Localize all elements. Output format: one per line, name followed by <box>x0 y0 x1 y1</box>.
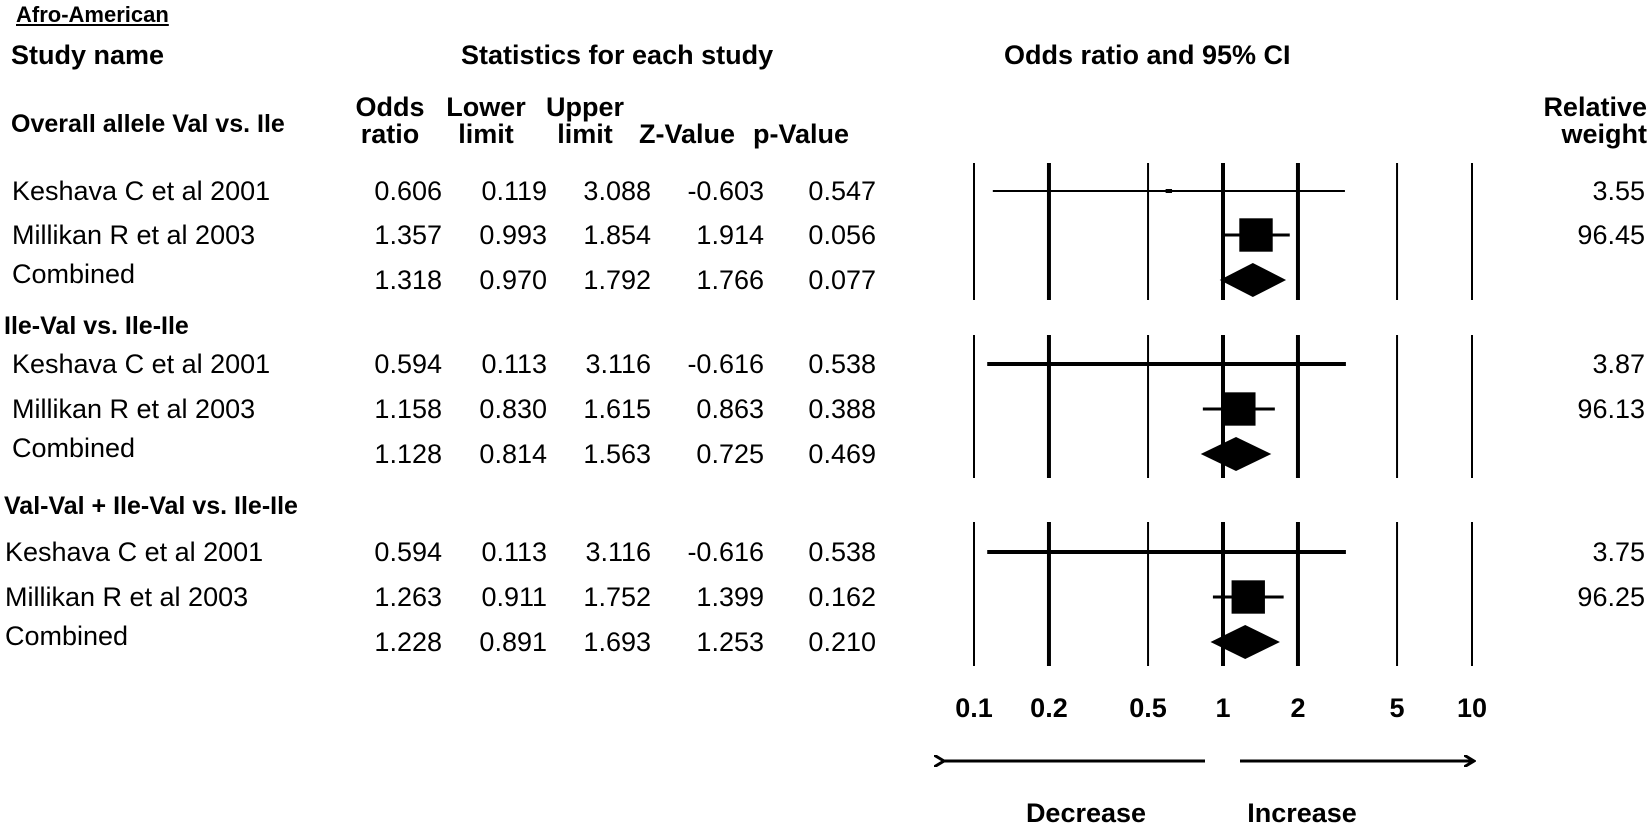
odds-ratio-cell: 1.128 <box>374 439 442 469</box>
odds-ratio-cell: 1.318 <box>374 265 442 295</box>
group-title: Overall allele Val vs. Ile <box>11 110 285 138</box>
odds-ratio-cell: 1.158 <box>374 394 442 424</box>
relative-weight-cell: 3.75 <box>1592 537 1645 567</box>
z-value-cell: -0.616 <box>687 537 764 567</box>
odds-ratio-cell: 1.263 <box>374 582 442 612</box>
z-value-cell: 1.914 <box>696 220 764 250</box>
lower-limit-cell: 0.891 <box>479 627 547 657</box>
p-value-cell: 0.538 <box>808 349 876 379</box>
increase-label: Increase <box>1247 798 1357 824</box>
p-value-cell: 0.547 <box>808 176 876 206</box>
odds-ratio-header: Odds ratio <box>355 92 425 149</box>
odds-ratio-cell: 1.357 <box>374 220 442 250</box>
upper-limit-cell: 1.854 <box>583 220 651 250</box>
z-value-cell: 1.399 <box>696 582 764 612</box>
combined-diamond <box>1219 263 1287 297</box>
lower-limit-cell: 0.814 <box>479 439 547 469</box>
upper-limit-cell: 3.116 <box>585 349 651 379</box>
lower-limit-cell: 0.119 <box>481 176 547 206</box>
tick-label: 0.2 <box>1030 693 1068 723</box>
tick-label: 10 <box>1457 693 1487 723</box>
p-value-header: p-Value <box>752 119 850 149</box>
combined-diamond <box>1210 625 1280 659</box>
p-value-cell: 0.469 <box>808 439 876 469</box>
upper-limit-cell: 1.563 <box>583 439 651 469</box>
upper-limit-cell: 1.792 <box>583 265 651 295</box>
decrease-label: Decrease <box>1026 798 1146 824</box>
lower-limit-header: Lower limit <box>446 92 526 149</box>
relative-weight-cell: 96.25 <box>1577 582 1645 612</box>
study-point <box>1165 189 1173 193</box>
z-value-cell: 0.725 <box>696 439 764 469</box>
plot-title: Odds ratio and 95% CI <box>1004 40 1291 70</box>
lower-limit-cell: 0.113 <box>481 537 547 567</box>
combined-diamond <box>1200 437 1272 471</box>
upper-limit-cell: 1.752 <box>583 582 651 612</box>
lower-limit-cell: 0.970 <box>479 265 547 295</box>
p-value-cell: 0.162 <box>808 582 876 612</box>
upper-limit-header: Upper limit <box>545 92 624 149</box>
p-value-cell: 0.538 <box>808 537 876 567</box>
odds-ratio-cell: 0.594 <box>374 537 442 567</box>
statistics-header: Statistics for each study <box>461 40 774 70</box>
p-value-cell: 0.077 <box>808 265 876 295</box>
tick-label: 5 <box>1390 693 1405 723</box>
group-title: Ile-Val vs. Ile-Ile <box>4 312 189 340</box>
relative-weight-cell: 96.13 <box>1577 394 1645 424</box>
tick-label: 0.5 <box>1129 693 1167 723</box>
odds-ratio-cell: 1.228 <box>374 627 442 657</box>
relative-weight-cell: 3.55 <box>1592 176 1645 206</box>
tick-label: 1 <box>1215 693 1230 723</box>
study-name: Millikan R et al 2003 <box>12 394 256 424</box>
study-point <box>1163 550 1170 554</box>
study-name: Keshava C et al 2001 <box>12 349 271 379</box>
combined-label: Combined <box>12 259 136 289</box>
relative-weight-cell: 3.87 <box>1592 349 1645 379</box>
upper-limit-cell: 3.088 <box>583 176 651 206</box>
combined-label: Combined <box>12 433 136 463</box>
tick-label: 2 <box>1290 693 1305 723</box>
upper-limit-cell: 1.615 <box>583 394 651 424</box>
study-name-header: Study name <box>11 40 165 70</box>
tick-label: 0.1 <box>955 693 993 723</box>
study-point <box>1239 218 1273 252</box>
group-title: Val-Val + Ile-Val vs. Ile-Ile <box>4 492 298 520</box>
lower-limit-cell: 0.113 <box>481 349 547 379</box>
p-value-cell: 0.388 <box>808 394 876 424</box>
lower-limit-cell: 0.830 <box>479 394 547 424</box>
z-value-cell: 1.253 <box>696 627 764 657</box>
p-value-cell: 0.210 <box>808 627 876 657</box>
z-value-cell: -0.616 <box>687 349 764 379</box>
study-name: Millikan R et al 2003 <box>12 220 256 250</box>
upper-limit-cell: 1.693 <box>583 627 651 657</box>
combined-label: Combined <box>5 621 129 651</box>
relative-weight-header: Relative weight <box>1543 92 1647 149</box>
lower-limit-cell: 0.993 <box>479 220 547 250</box>
z-value-cell: -0.603 <box>687 176 764 206</box>
lower-limit-cell: 0.911 <box>481 582 547 612</box>
z-value-header: Z-Value <box>638 119 736 149</box>
upper-limit-cell: 3.116 <box>585 537 651 567</box>
study-name: Keshava C et al 2001 <box>5 537 264 567</box>
relative-weight-cell: 96.45 <box>1577 220 1645 250</box>
odds-ratio-cell: 0.594 <box>374 349 442 379</box>
study-point <box>1222 392 1256 426</box>
odds-ratio-cell: 0.606 <box>374 176 442 206</box>
study-name: Keshava C et al 2001 <box>12 176 271 206</box>
study-point <box>1163 362 1171 366</box>
z-value-cell: 1.766 <box>696 265 764 295</box>
region-title: Afro-American <box>16 2 169 27</box>
study-name: Millikan R et al 2003 <box>5 582 249 612</box>
study-point <box>1231 580 1265 614</box>
p-value-cell: 0.056 <box>808 220 876 250</box>
z-value-cell: 0.863 <box>696 394 764 424</box>
